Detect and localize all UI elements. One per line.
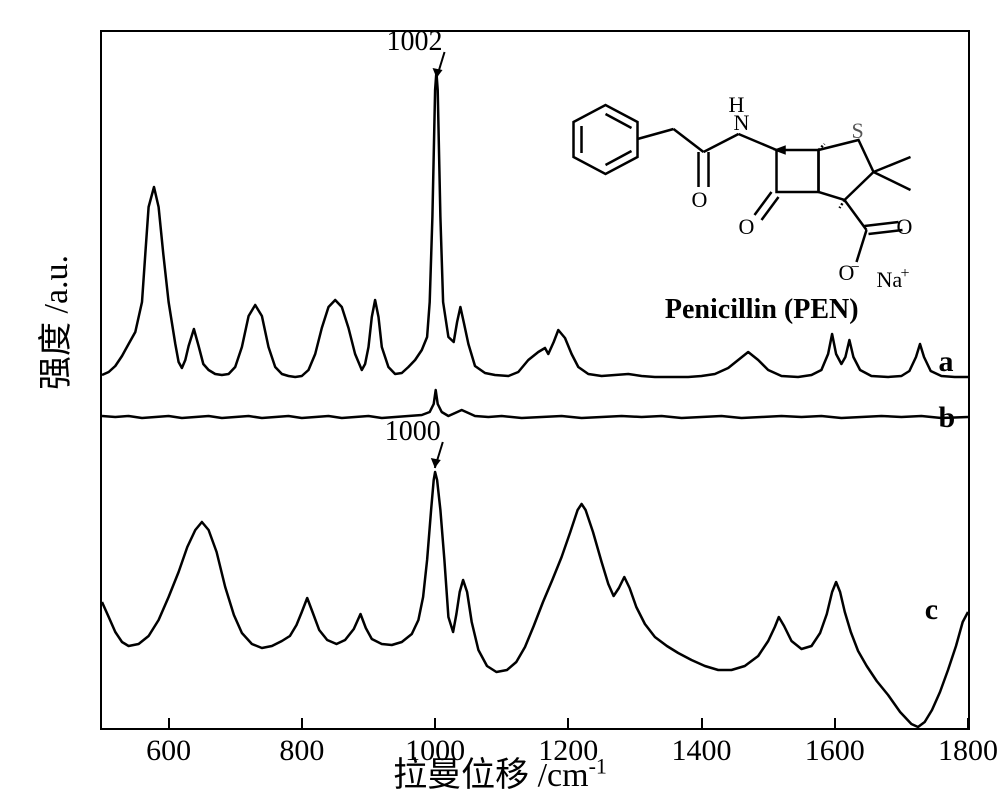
x-tick-mark xyxy=(301,718,303,728)
svg-text:Na: Na xyxy=(877,267,903,292)
svg-text:O: O xyxy=(897,214,913,239)
x-tick-mark xyxy=(567,718,569,728)
series-label-a: a xyxy=(939,345,954,379)
svg-text:+: + xyxy=(901,265,910,282)
series-label-c: c xyxy=(925,593,938,627)
chart-container: 强度 /a.u. xyxy=(10,10,990,798)
xlabel-sup: -1 xyxy=(589,754,607,779)
svg-text:−: − xyxy=(851,259,860,276)
plot-area: H N O O S O O − Na + Penicillin (PEN) 60… xyxy=(100,30,970,730)
xlabel-cn: 拉曼位移 xyxy=(393,757,529,794)
x-axis-label: 拉曼位移 /cm-1 xyxy=(10,747,990,796)
peak-label: 1000 xyxy=(385,416,441,448)
svg-text:O: O xyxy=(692,187,708,212)
molecule-svg: H N O O S O O − Na + xyxy=(535,62,942,292)
molecule-caption: Penicillin (PEN) xyxy=(665,294,859,326)
x-tick-mark xyxy=(701,718,703,728)
ylabel-unit: /a.u. xyxy=(38,255,75,314)
x-tick-mark xyxy=(967,718,969,728)
series-label-b: b xyxy=(939,401,956,435)
x-tick-mark xyxy=(834,718,836,728)
x-tick-mark xyxy=(168,718,170,728)
svg-text:S: S xyxy=(852,118,864,143)
spectrum-c xyxy=(102,472,968,727)
peak-arrowhead xyxy=(431,458,441,468)
peak-label: 1002 xyxy=(387,26,443,58)
svg-text:N: N xyxy=(734,110,750,135)
spectrum-b xyxy=(102,390,968,418)
svg-text:O: O xyxy=(739,214,755,239)
penicillin-structure: H N O O S O O − Na + xyxy=(535,62,942,292)
ylabel-cn: 强度 xyxy=(38,322,75,390)
peak-arrowhead xyxy=(433,68,443,78)
x-tick-mark xyxy=(434,718,436,728)
y-axis-label: 强度 /a.u. xyxy=(28,255,77,390)
xlabel-unit: /cm xyxy=(538,757,589,794)
